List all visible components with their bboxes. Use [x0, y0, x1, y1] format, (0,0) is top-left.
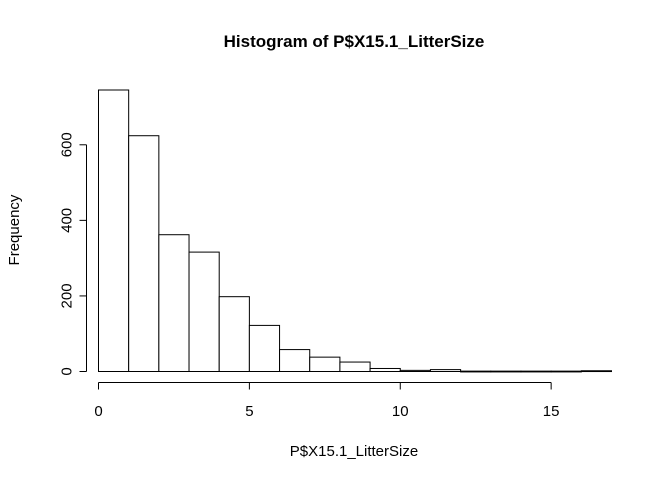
x-tick-label: 10	[392, 403, 409, 420]
y-tick-label: 200	[59, 283, 76, 308]
histogram-bars	[98, 89, 613, 373]
x-tick-label: 15	[543, 403, 560, 420]
x-tick-label: 0	[94, 403, 102, 420]
histogram-bar	[98, 89, 130, 372]
x-axis: 0 5 10 15	[94, 382, 560, 420]
histogram-bar	[490, 370, 522, 373]
histogram-bar	[429, 369, 462, 373]
histogram-bar	[399, 369, 431, 373]
histogram-bar	[550, 370, 582, 373]
y-axis: 0 200 400 600	[59, 132, 87, 376]
y-axis-label: Frequency	[6, 194, 23, 265]
chart-title: Histogram of P$X15.1_LitterSize	[224, 32, 485, 51]
histogram-bar	[460, 370, 492, 373]
histogram-bar	[158, 234, 190, 372]
histogram-bar	[339, 361, 371, 372]
x-tick-label: 5	[245, 403, 253, 420]
y-tick-label: 400	[59, 208, 76, 233]
x-axis-label: P$X15.1_LitterSize	[290, 443, 418, 460]
histogram-bar	[369, 367, 401, 372]
histogram-bar	[309, 356, 341, 372]
histogram-bar	[248, 324, 281, 372]
histogram-bar	[218, 296, 250, 373]
y-tick-label: 0	[59, 367, 76, 375]
histogram-bar	[520, 370, 552, 373]
y-tick-label: 600	[59, 132, 76, 157]
histogram-bar	[188, 251, 220, 373]
histogram-bar	[279, 349, 311, 372]
histogram-bar	[580, 370, 613, 373]
histogram-bar	[128, 135, 160, 372]
